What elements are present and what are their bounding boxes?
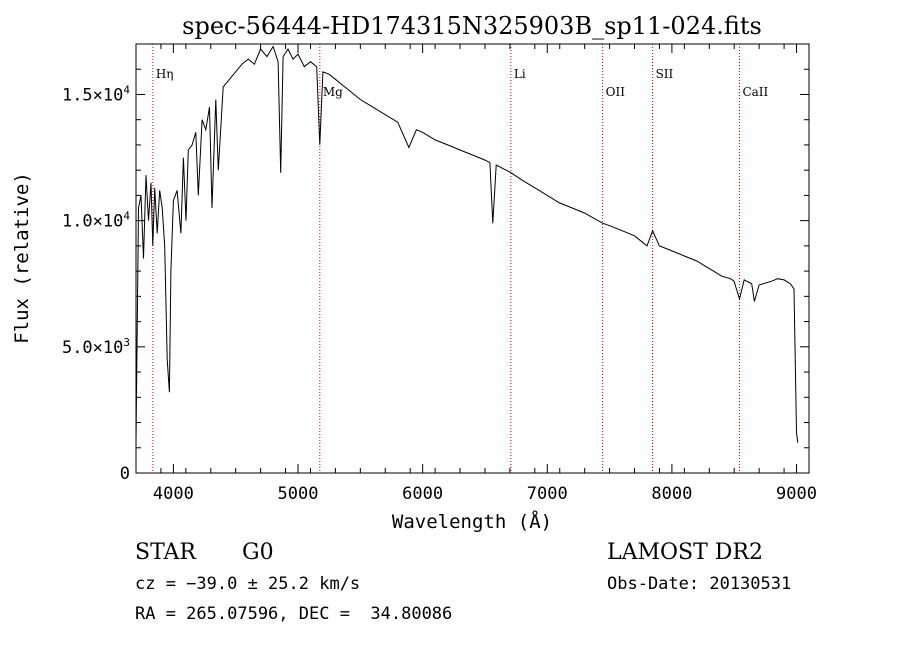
survey-name: LAMOST DR2	[607, 540, 763, 565]
redshift-text: cz = −39.0 ± 25.2 km/s	[135, 574, 361, 594]
obs-date-text: Obs-Date: 20130531	[607, 574, 792, 594]
plot-frame	[135, 43, 810, 474]
y-tick-label: 5.0×103	[62, 336, 130, 358]
y-axis-label: Flux (relative)	[11, 172, 33, 344]
object-subclass: G0	[242, 540, 274, 565]
y-tick-label: 1.5×104	[62, 83, 130, 105]
line-marker-label: Li	[514, 67, 526, 81]
spectrum-series	[135, 45, 799, 443]
y-axis: 0 5.0×103 1.0×104 1.5×104	[62, 68, 809, 484]
line-marker-label: SII	[656, 67, 674, 81]
line-marker-label: OII	[606, 85, 626, 99]
coords-text: RA = 265.07596, DEC = 34.80086	[135, 604, 453, 624]
x-axis-label: Wavelength (Å)	[392, 510, 552, 533]
line-marker-label: CaII	[742, 85, 768, 99]
line-marker-label: Hη	[156, 67, 174, 81]
y-tick-label: 1.0×104	[62, 210, 130, 232]
x-tick-label: 6000	[402, 484, 443, 504]
chart-title: spec-56444-HD174315N325903B_sp11-024.fit…	[182, 12, 762, 40]
x-axis: 4000 5000 6000 7000 8000 9000	[135, 44, 817, 504]
line-marker-label: Mg	[323, 85, 343, 99]
x-tick-label: 5000	[278, 484, 319, 504]
spectral-line-markers: Hη Mg Li OII SII CaII	[152, 44, 769, 473]
x-tick-label: 7000	[527, 484, 568, 504]
spectrum-line	[135, 45, 799, 443]
x-tick-label: 4000	[153, 484, 194, 504]
x-tick-label: 8000	[651, 484, 692, 504]
y-tick-label: 0	[120, 464, 130, 484]
plot-area: Hη Mg Li OII SII CaII 4000 5000 6000 7000 8000 900…	[62, 43, 817, 504]
x-tick-label: 9000	[776, 484, 817, 504]
object-type: STAR	[135, 540, 196, 565]
